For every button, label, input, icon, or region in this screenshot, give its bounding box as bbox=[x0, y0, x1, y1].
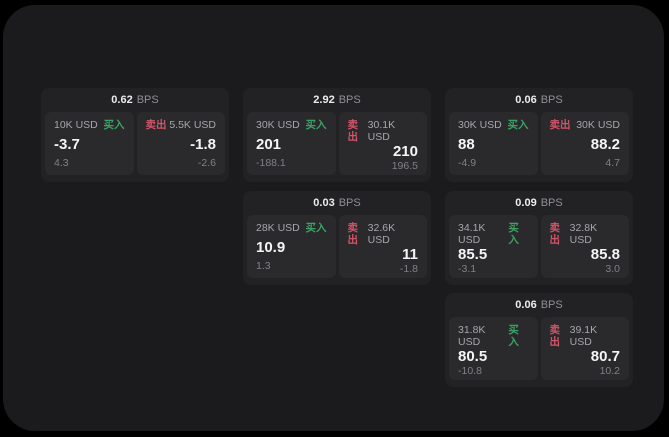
bps-header: 0.09 BPS bbox=[445, 191, 633, 215]
sell-price: 85.8 bbox=[590, 246, 620, 263]
bps-unit: BPS bbox=[540, 197, 563, 209]
buy-notional: 30K USD bbox=[256, 119, 300, 131]
quote-card: 2.92 BPS 30K USD 买入 201 -188.1 卖出 30.1K … bbox=[243, 88, 431, 182]
buy-notional: 10K USD bbox=[54, 119, 98, 131]
buy-delta: 4.3 bbox=[54, 157, 69, 169]
buy-delta: -10.8 bbox=[458, 365, 482, 377]
sell-label: 卖出 bbox=[145, 119, 167, 131]
buy-notional: 28K USD bbox=[256, 222, 300, 234]
sell-notional: 32.8K USD bbox=[569, 222, 598, 246]
buy-price: 10.9 bbox=[256, 238, 286, 256]
sell-notional: 30.1K USD bbox=[367, 119, 396, 143]
quote-card: 0.09 BPS 34.1K USD 买入 85.5 -3.1 卖出 32.8K… bbox=[445, 191, 633, 285]
buy-panel[interactable]: 28K USD 买入 10.9 1.3 bbox=[247, 215, 336, 278]
bps-value: 0.03 bbox=[313, 197, 335, 209]
buy-notional: 31.8K USD bbox=[458, 324, 486, 348]
sell-panel[interactable]: 卖出 5.5K USD -1.8 -2.6 bbox=[136, 112, 225, 175]
buy-panel[interactable]: 10K USD 买入 -3.7 4.3 bbox=[45, 112, 134, 175]
sell-price: 210 bbox=[392, 143, 418, 160]
sell-panel[interactable]: 卖出 30K USD 88.2 4.7 bbox=[540, 112, 629, 175]
buy-panel[interactable]: 31.8K USD 买入 80.5 -10.8 bbox=[449, 317, 538, 380]
bps-header: 0.06 BPS bbox=[445, 88, 633, 112]
buy-delta: -4.9 bbox=[458, 157, 477, 169]
bps-unit: BPS bbox=[540, 299, 563, 311]
bps-value: 0.09 bbox=[515, 197, 537, 209]
sell-notional: 32.6K USD bbox=[367, 222, 396, 246]
buy-label: 买入 bbox=[305, 119, 327, 131]
quote-card: 0.06 BPS 30K USD 买入 88 -4.9 卖出 30K USD bbox=[445, 88, 633, 182]
sell-panel[interactable]: 卖出 39.1K USD 80.7 10.2 bbox=[540, 317, 629, 380]
buy-notional: 34.1K USD bbox=[458, 222, 486, 246]
buy-label: 买入 bbox=[507, 119, 529, 131]
sell-delta: -1.8 bbox=[399, 263, 418, 275]
sell-label: 卖出 bbox=[549, 324, 561, 348]
bps-header: 0.62 BPS bbox=[41, 88, 229, 112]
buy-panel[interactable]: 34.1K USD 买入 85.5 -3.1 bbox=[449, 215, 538, 278]
buy-price: -3.7 bbox=[54, 135, 80, 153]
bps-value: 0.62 bbox=[111, 94, 133, 106]
sell-label: 卖出 bbox=[347, 222, 359, 246]
buy-price: 80.5 bbox=[458, 348, 488, 365]
sell-price: -1.8 bbox=[190, 135, 216, 153]
buy-price: 201 bbox=[256, 135, 282, 153]
buy-price: 85.5 bbox=[458, 246, 488, 263]
sell-notional: 30K USD bbox=[576, 119, 620, 131]
sell-panel[interactable]: 卖出 30.1K USD 210 196.5 bbox=[338, 112, 427, 175]
sell-panel[interactable]: 卖出 32.8K USD 85.8 3.0 bbox=[540, 215, 629, 278]
buy-label: 买入 bbox=[305, 222, 327, 234]
bps-unit: BPS bbox=[338, 94, 361, 106]
sell-notional: 5.5K USD bbox=[169, 119, 216, 131]
buy-panel[interactable]: 30K USD 买入 201 -188.1 bbox=[247, 112, 336, 175]
sell-label: 卖出 bbox=[549, 222, 561, 246]
bps-header: 0.03 BPS bbox=[243, 191, 431, 215]
sell-notional: 39.1K USD bbox=[569, 324, 598, 348]
bps-unit: BPS bbox=[338, 197, 361, 209]
sell-label: 卖出 bbox=[549, 119, 571, 131]
sell-price: 11 bbox=[402, 246, 418, 263]
quote-card: 0.06 BPS 31.8K USD 买入 80.5 -10.8 卖出 39.1… bbox=[445, 293, 633, 387]
bps-value: 0.06 bbox=[515, 299, 537, 311]
buy-panel[interactable]: 30K USD 买入 88 -4.9 bbox=[449, 112, 538, 175]
sell-delta: -2.6 bbox=[197, 157, 216, 169]
buy-delta: -3.1 bbox=[458, 263, 477, 275]
buy-delta: 1.3 bbox=[256, 260, 271, 272]
sell-price: 80.7 bbox=[590, 348, 620, 365]
sell-price: 88.2 bbox=[590, 135, 620, 153]
buy-label: 买入 bbox=[103, 119, 125, 131]
buy-label: 买入 bbox=[508, 324, 519, 348]
bps-value: 0.06 bbox=[515, 94, 537, 106]
bps-value: 2.92 bbox=[313, 94, 335, 106]
sell-label: 卖出 bbox=[347, 119, 359, 143]
buy-price: 88 bbox=[458, 135, 475, 153]
sell-delta: 4.7 bbox=[605, 157, 620, 169]
buy-label: 买入 bbox=[508, 222, 519, 246]
buy-delta: -188.1 bbox=[256, 157, 286, 169]
bps-unit: BPS bbox=[136, 94, 159, 106]
quote-card: 0.03 BPS 28K USD 买入 10.9 1.3 卖出 32.6K US… bbox=[243, 191, 431, 285]
buy-notional: 30K USD bbox=[458, 119, 502, 131]
bps-header: 2.92 BPS bbox=[243, 88, 431, 112]
sell-delta: 10.2 bbox=[599, 365, 620, 377]
sell-panel[interactable]: 卖出 32.6K USD 11 -1.8 bbox=[338, 215, 427, 278]
main-panel: 0.62 BPS 10K USD 买入 -3.7 4.3 卖出 5.5K USD bbox=[3, 5, 664, 431]
bps-unit: BPS bbox=[540, 94, 563, 106]
sell-delta: 196.5 bbox=[391, 160, 418, 172]
sell-delta: 3.0 bbox=[605, 263, 620, 275]
bps-header: 0.06 BPS bbox=[445, 293, 633, 317]
quote-card: 0.62 BPS 10K USD 买入 -3.7 4.3 卖出 5.5K USD bbox=[41, 88, 229, 182]
